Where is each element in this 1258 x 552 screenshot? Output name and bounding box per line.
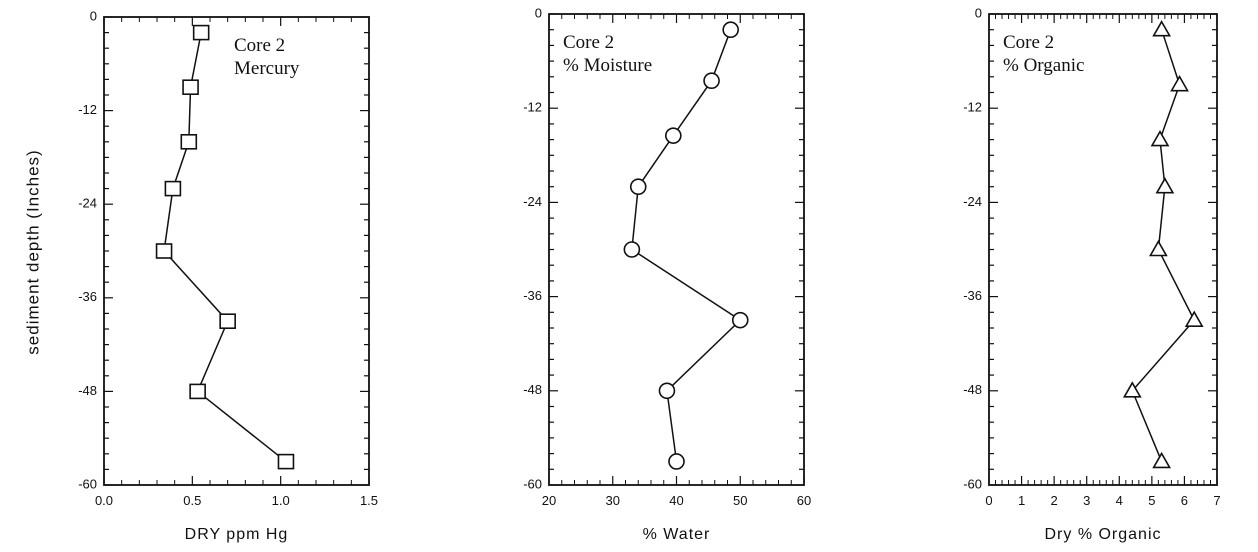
panel-title-line: % Moisture xyxy=(563,55,652,76)
series-line xyxy=(1131,29,1196,462)
data-point-square xyxy=(192,24,210,41)
y-tick-label: -12 xyxy=(523,100,542,115)
x-axis-label: DRY ppm Hg xyxy=(185,526,289,543)
x-tick-label: 0 xyxy=(985,493,992,508)
x-tick-label: 60 xyxy=(797,493,811,508)
data-point-triangle xyxy=(1148,239,1168,257)
x-tick-label: 30 xyxy=(606,493,620,508)
data-point-triangle xyxy=(1184,310,1204,327)
y-tick-label: -48 xyxy=(523,382,542,397)
y-tick-label: -36 xyxy=(78,289,97,304)
y-tick-label: -24 xyxy=(963,194,982,209)
x-axis-label: % Water xyxy=(643,526,711,543)
x-tick-label: 2 xyxy=(1051,493,1058,508)
y-tick-label: -36 xyxy=(963,288,982,303)
panel-title-line: Core 2 xyxy=(1003,32,1054,53)
x-tick-label: 7 xyxy=(1213,493,1220,508)
series-line xyxy=(631,29,742,462)
x-tick-label: 3 xyxy=(1083,493,1090,508)
x-tick-label: 0.5 xyxy=(183,493,201,508)
data-point-circle xyxy=(665,127,682,144)
plot-frame xyxy=(548,13,805,486)
data-point-triangle xyxy=(1170,75,1189,92)
x-tick-label: 20 xyxy=(542,493,556,508)
data-point-circle xyxy=(658,382,676,400)
data-point-triangle xyxy=(1150,129,1170,147)
y-tick-label: -60 xyxy=(963,476,982,491)
y-tick-label: 0 xyxy=(90,8,97,23)
data-point-square xyxy=(182,79,199,95)
y-tick-label: -24 xyxy=(523,194,542,209)
chart-panels: 0 -12 -24 -36 -48 -60 0.0 0.5 1.0 1.5 DRY ppm Hg Co… xyxy=(78,5,1220,543)
y-tick-label: -60 xyxy=(523,476,542,491)
x-tick-label: 5 xyxy=(1148,493,1155,508)
data-point-triangle xyxy=(1152,451,1172,469)
x-tick-label: 0.0 xyxy=(95,493,113,508)
series-line xyxy=(163,32,287,463)
data-point-square xyxy=(189,383,206,400)
y-tick-label: 0 xyxy=(535,5,542,20)
y-tick-label: -48 xyxy=(78,383,97,398)
data-point-circle xyxy=(722,21,739,39)
y-tick-label: -24 xyxy=(78,196,97,211)
y-tick-label: -60 xyxy=(78,476,97,491)
x-tick-label: 1.5 xyxy=(360,493,378,508)
panel-title-line: Core 2 xyxy=(234,35,285,56)
y-axis-label: sediment depth (Inches) xyxy=(23,149,42,354)
x-tick-label: 1.0 xyxy=(272,493,290,508)
x-tick-label: 4 xyxy=(1116,493,1123,508)
data-point-circle xyxy=(629,178,647,195)
y-tick-label: 0 xyxy=(975,5,982,20)
x-tick-label: 1 xyxy=(1018,493,1025,508)
data-point-square xyxy=(277,453,295,470)
y-tick-label: -36 xyxy=(523,288,542,303)
data-point-square xyxy=(180,134,198,150)
data-point-square xyxy=(155,243,173,259)
x-tick-label: 50 xyxy=(733,493,747,508)
x-axis-label: Dry % Organic xyxy=(1044,526,1161,543)
data-point-circle xyxy=(623,241,641,258)
data-point-square xyxy=(164,180,182,197)
data-point-triangle xyxy=(1155,177,1175,194)
y-tick-label: -12 xyxy=(963,100,982,115)
x-tick-label: 6 xyxy=(1181,493,1188,508)
data-point-circle xyxy=(668,453,685,470)
data-point-circle xyxy=(731,311,749,329)
data-point-triangle xyxy=(1152,20,1172,37)
data-point-square xyxy=(219,313,236,330)
chart-panel-1: 0 -12 -24 -36 -48 -60 0.0 0.5 1.0 1.5 DRY ppm Hg Co… xyxy=(78,8,378,543)
x-tick-label: 40 xyxy=(669,493,683,508)
data-point-circle xyxy=(703,72,720,90)
data-point-triangle xyxy=(1122,381,1142,398)
panel-title-line: % Organic xyxy=(1003,55,1084,76)
y-tick-label: -48 xyxy=(963,382,982,397)
plot-frame xyxy=(103,16,370,486)
y-tick-label: -12 xyxy=(78,102,97,117)
panel-title-line: Mercury xyxy=(234,58,300,79)
panel-title-line: Core 2 xyxy=(563,32,614,53)
